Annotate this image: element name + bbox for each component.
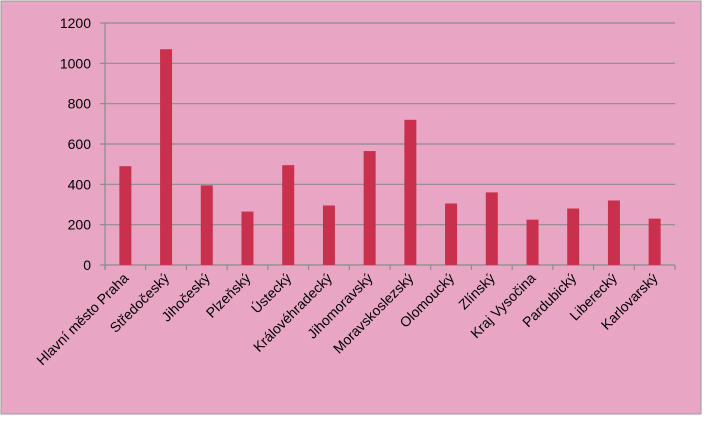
y-tick-label: 800 xyxy=(68,96,92,112)
bar xyxy=(119,166,132,265)
bar xyxy=(567,208,580,265)
y-tick-label: 1200 xyxy=(60,15,91,31)
bar xyxy=(241,211,254,265)
bar xyxy=(200,185,213,265)
bar xyxy=(485,192,498,265)
y-tick-label: 400 xyxy=(68,176,92,192)
bar xyxy=(607,200,620,265)
y-tick-label: 1000 xyxy=(60,55,91,71)
bar xyxy=(445,203,458,265)
bar xyxy=(160,49,173,265)
bar xyxy=(282,165,295,265)
y-tick-label: 200 xyxy=(68,217,92,233)
bar xyxy=(404,119,417,265)
y-tick-label: 0 xyxy=(83,257,91,273)
y-tick-label: 600 xyxy=(68,136,92,152)
bar xyxy=(648,218,661,265)
bar xyxy=(322,205,335,265)
bar xyxy=(526,219,539,265)
bar xyxy=(363,151,376,265)
chart-background xyxy=(0,0,702,415)
